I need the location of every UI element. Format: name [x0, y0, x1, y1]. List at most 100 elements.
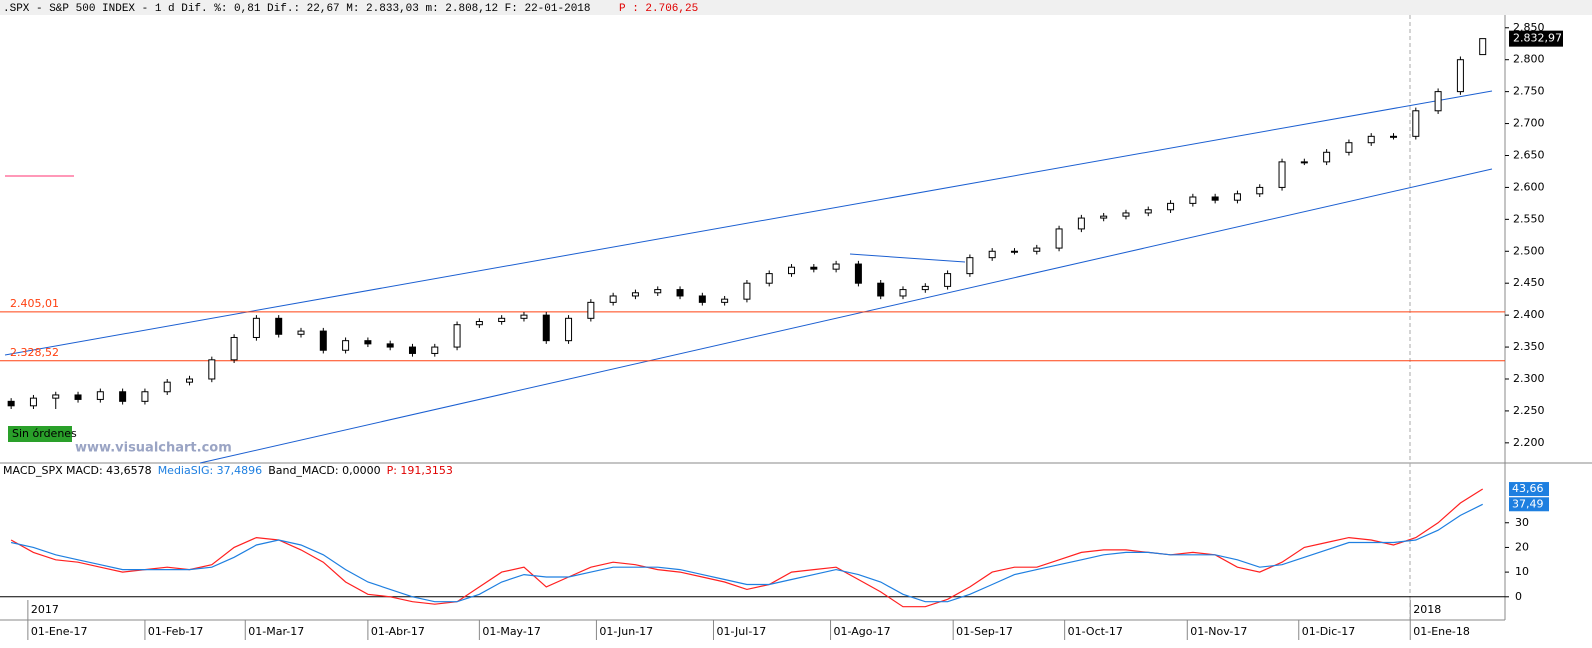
candle-body — [1167, 202, 1175, 211]
y-tick-label: 2.250 — [1513, 404, 1545, 417]
last-price-tag — [1509, 30, 1563, 47]
candle-body — [1345, 142, 1353, 153]
y-tick-label: 2.450 — [1513, 276, 1545, 289]
indicator-legend: MACD_SPX MACD: 43,6578 MediaSIG: 37,4896 B… — [3, 464, 453, 477]
x-tick-label: 01-Ene-17 — [31, 625, 88, 638]
candle-body — [1300, 161, 1308, 164]
candle-body — [743, 282, 751, 300]
legend-readout: : 37,4896 — [209, 464, 262, 477]
candle-body — [498, 317, 506, 323]
candle-body — [520, 314, 528, 319]
x-tick-label: 01-Sep-17 — [956, 625, 1013, 638]
candle-body — [854, 263, 862, 284]
candle-body — [1412, 110, 1420, 137]
candle-body — [1189, 196, 1197, 204]
year-label: 2017 — [31, 603, 59, 616]
candle-body — [208, 359, 216, 380]
candle-body — [186, 378, 194, 383]
candle-body — [163, 381, 171, 393]
value-tag-label: 37,49 — [1512, 497, 1544, 510]
trend-line — [849, 253, 966, 263]
y-tick-label: 2.400 — [1513, 308, 1545, 321]
x-tick-label: 01-Nov-17 — [1190, 625, 1247, 638]
x-tick-label: 01-Jun-17 — [599, 625, 653, 638]
legend-name: MACD — [66, 464, 99, 477]
candle-body — [631, 292, 639, 297]
legend-band: Band_MACD: 0,0000 — [268, 464, 380, 477]
candle-body — [654, 289, 662, 294]
header-bar — [0, 0, 1592, 15]
x-tick-label: 01-Mar-17 — [248, 625, 304, 638]
value-tag-label: 43,66 — [1512, 482, 1544, 495]
x-tick-label: 01-Feb-17 — [148, 625, 203, 638]
value-tag — [1509, 497, 1549, 512]
y-tick-label: 2.350 — [1513, 340, 1545, 353]
x-tick-label: 01-Jul-17 — [716, 625, 766, 638]
candle-body — [721, 298, 729, 303]
candle-body — [1010, 250, 1018, 253]
y-tick-label: 30 — [1515, 516, 1529, 529]
candle-body — [364, 340, 372, 345]
last-price-label: 2.832,97 — [1513, 32, 1562, 45]
candle-body — [542, 314, 550, 342]
candle-body — [832, 263, 840, 270]
candle-body — [921, 285, 929, 291]
x-tick-label: 01-Ene-18 — [1413, 625, 1470, 638]
x-tick-label: 01-Abr-17 — [371, 625, 425, 638]
candle-body — [1077, 217, 1085, 230]
candle-body — [1278, 161, 1286, 188]
x-tick-label: 01-Ago-17 — [834, 625, 891, 638]
badge: Sin órdenes — [12, 427, 77, 440]
candle-body — [1100, 215, 1108, 219]
y-tick-label: 10 — [1515, 565, 1529, 578]
x-tick-label: 01-Dic-17 — [1302, 625, 1356, 638]
y-tick-label: 2.850 — [1513, 21, 1545, 34]
candle-body — [386, 343, 394, 348]
candle-body — [587, 301, 595, 319]
candle-body — [1479, 38, 1487, 56]
candle-body — [475, 321, 483, 326]
level-label: 2.328,52 — [10, 346, 59, 359]
candle-body — [1434, 91, 1442, 112]
candle-body — [1233, 193, 1241, 201]
indicator-line — [10, 503, 1483, 603]
candle-body — [899, 289, 907, 297]
indicator-title: MACD_SPX — [3, 464, 63, 477]
candle-body — [275, 317, 283, 335]
candle-body — [1390, 135, 1398, 138]
y-tick-label: 2.500 — [1513, 244, 1545, 257]
y-tick-label: 2.750 — [1513, 85, 1545, 98]
candle-body — [788, 266, 796, 275]
badge-bg — [8, 426, 72, 442]
y-tick-label: 2.550 — [1513, 212, 1545, 225]
header-p: P : 2.706,25 — [619, 3, 698, 15]
candle-body — [1211, 196, 1219, 201]
x-tick-label: 01-Oct-17 — [1068, 625, 1123, 638]
x-tick-label: 01-May-17 — [482, 625, 540, 638]
candle-body — [141, 391, 149, 402]
candle-body — [1367, 135, 1375, 144]
legend-readout: : 43,6578 — [99, 464, 152, 477]
candle-body — [1144, 209, 1152, 214]
candle-body — [676, 289, 684, 297]
candle-body — [52, 394, 60, 399]
candle-body — [1033, 247, 1041, 252]
candle-body — [119, 391, 127, 402]
y-tick-label: 2.300 — [1513, 372, 1545, 385]
candle-body — [1256, 186, 1264, 195]
candle-body — [96, 391, 104, 400]
candle-body — [1456, 59, 1464, 93]
candle-body — [29, 397, 37, 407]
candle-body — [1323, 151, 1331, 163]
candle-body — [252, 317, 260, 338]
legend-name: MediaSIG — [158, 464, 210, 477]
candle-body — [431, 346, 439, 354]
candle-body — [1122, 212, 1130, 217]
year-label: 2018 — [1413, 603, 1441, 616]
channel-upper — [4, 90, 1493, 356]
y-tick-label: 2.650 — [1513, 148, 1545, 161]
candle-body — [944, 273, 952, 287]
y-tick-label: 2.200 — [1513, 436, 1545, 449]
candle-body — [408, 346, 416, 354]
